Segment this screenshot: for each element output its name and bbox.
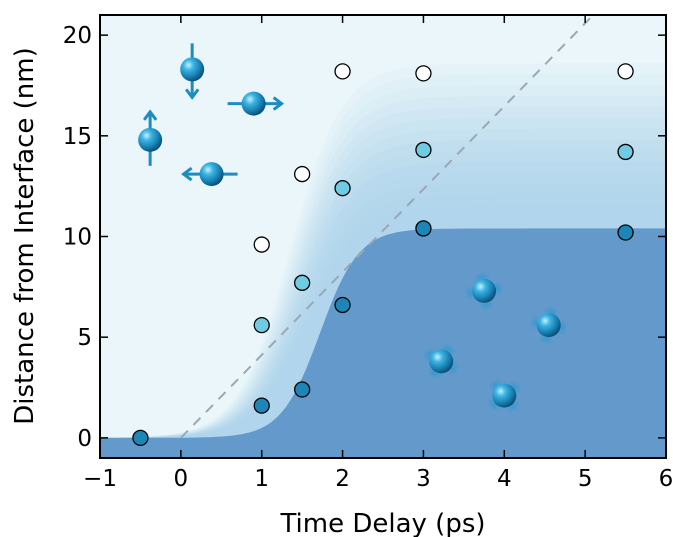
axes: −1 0 1 2 3 4 5 6 0 5 10 15 20 [63,14,673,492]
data-point [617,224,634,241]
y-axis-title: Distance from Interface (nm) [10,47,40,424]
y-tick-label: 10 [63,225,92,251]
spinning-particle-icon [465,271,503,310]
x-axis-title: Time Delay (ps) [279,509,485,537]
y-tick-label: 20 [63,23,92,49]
y-tick-label: 15 [63,124,92,150]
x-tick-label: 4 [497,466,512,492]
data-point [334,180,351,197]
x-tick-label: 0 [174,466,189,492]
x-tick-label: 3 [416,466,431,492]
x-tick-label: −1 [83,466,117,492]
spin-up-arrow-icon [138,109,163,166]
data-point [253,316,270,334]
data-point [617,63,634,80]
data-point [293,381,311,398]
spinning-particle-icon [529,306,568,345]
data-point [334,296,351,314]
sphere [472,278,497,303]
shaded-region [100,228,666,458]
x-tick-label: 6 [659,466,673,492]
x-ticks: −1 0 1 2 3 4 5 6 [83,15,673,492]
data-point [253,397,270,414]
x-tick-label: 5 [578,466,593,492]
sphere [138,127,163,152]
sphere [199,162,224,187]
arrow-head [142,109,158,121]
spin-left-arrow-icon [181,162,238,187]
decorations [138,43,568,413]
data-point [617,143,634,161]
sphere [492,383,517,408]
data-points [132,63,634,447]
spin-down-arrow-icon [180,43,205,100]
plot-area [100,15,666,458]
y-tick-label: 0 [77,426,92,452]
arrow-head [184,88,200,100]
data-point [415,65,432,82]
y-tick-label: 5 [77,325,92,351]
y-ticks: 0 5 10 15 20 [63,23,666,452]
sphere [536,313,561,338]
series-1 [253,141,634,334]
data-point [253,236,270,253]
x-tick-label: 1 [254,466,269,492]
arrow-head [181,166,193,182]
data-point [415,141,432,159]
series-0 [253,63,634,253]
spinning-particle-icon [423,343,460,380]
x-tick-label: 2 [335,466,350,492]
sphere [241,91,266,116]
data-point [293,165,311,183]
data-point [334,63,351,80]
spin-right-arrow-icon [227,91,285,116]
data-point [132,429,149,447]
sphere [429,349,454,374]
dashed-trend-line [180,15,594,439]
data-point [415,220,432,237]
spinning-particle-icon [487,378,522,413]
data-point [293,274,311,291]
series-2 [132,220,634,447]
sphere [180,57,205,82]
arrow-head [272,96,285,111]
